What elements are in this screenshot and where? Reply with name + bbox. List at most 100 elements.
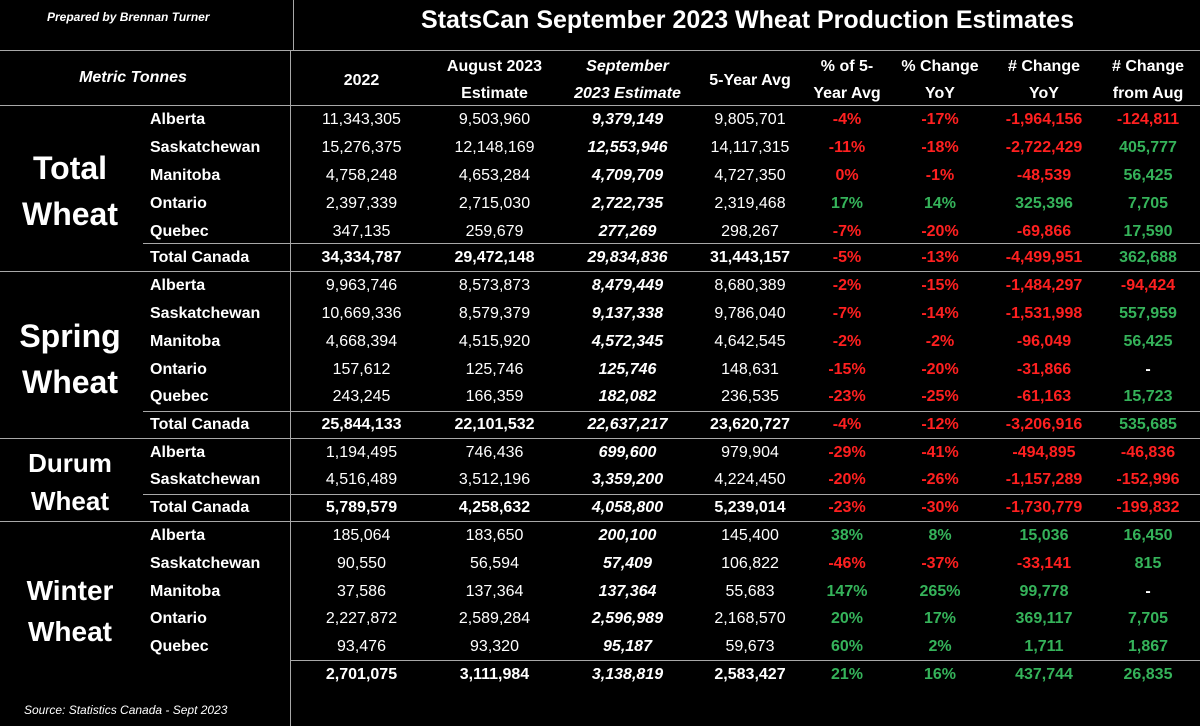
value-cell: 2,701,075 [325, 666, 398, 683]
value-cell: -37% [921, 555, 959, 572]
value-cell: -124,811 [1116, 111, 1180, 128]
value-cell: -13% [921, 249, 959, 266]
units-label: Metric Tonnes [79, 69, 187, 86]
province-cell: Total Canada [150, 499, 250, 516]
prepared-by: Prepared by Brennan Turner [47, 10, 210, 24]
value-cell: -494,895 [1012, 444, 1076, 461]
province-cell: Saskatchewan [150, 139, 261, 156]
table-row: Ontario 2,227,872 2,589,284 2,596,989 2,168,… [0, 605, 1200, 633]
table-row: Manitoba 37,586 137,364 137,364 55,683 147% 26… [0, 578, 1200, 606]
value-cell: 9,786,040 [714, 305, 786, 322]
value-cell: 157,612 [332, 361, 391, 378]
column-header-line: # Change [1007, 58, 1080, 75]
value-cell: -20% [921, 223, 959, 240]
value-cell: 4,058,800 [591, 499, 664, 516]
value-cell: 979,904 [721, 444, 779, 461]
value-cell: 34,334,787 [321, 249, 402, 266]
value-cell: 56,425 [1123, 167, 1173, 184]
header-bottom-divider [0, 105, 1200, 106]
value-cell: 125,746 [598, 361, 657, 378]
section-label-line: Spring [19, 317, 121, 354]
value-cell: 20% [830, 610, 864, 627]
value-cell: 29,834,836 [587, 249, 668, 266]
value-cell: -2,722,429 [1005, 139, 1083, 156]
value-cell: 93,476 [337, 638, 386, 655]
value-cell: 14,117,315 [710, 139, 790, 156]
value-cell: -1,484,297 [1005, 277, 1083, 294]
value-cell: 200,100 [598, 527, 657, 544]
value-cell: -5% [832, 249, 862, 266]
section-label-line: Winter [26, 575, 114, 607]
section-label-line: Durum [28, 448, 112, 479]
value-cell: 31,443,157 [709, 249, 791, 266]
value-cell: 11,343,305 [322, 111, 401, 128]
section-label: Durum Wheat [0, 445, 140, 521]
province-cell: Ontario [150, 361, 207, 378]
value-cell: 9,379,149 [591, 111, 664, 128]
province-cell: Manitoba [150, 583, 221, 600]
value-cell: 5,239,014 [714, 499, 786, 516]
value-cell: 298,267 [721, 223, 779, 240]
province-cell: Manitoba [150, 167, 221, 184]
value-cell: -199,832 [1116, 499, 1180, 516]
column-header-line: Estimate [461, 85, 528, 102]
value-cell: -4% [832, 111, 862, 128]
section-label-line: Total [32, 149, 108, 186]
value-cell: -1,730,779 [1005, 499, 1083, 516]
value-cell: 8,573,873 [458, 277, 531, 294]
value-cell: 137,364 [465, 583, 524, 600]
value-cell: -41% [921, 444, 959, 461]
province-cell: Total Canada [150, 416, 250, 433]
value-cell: -20% [828, 471, 866, 488]
value-cell: -2% [925, 333, 955, 350]
value-cell: 17% [830, 195, 864, 212]
value-cell: 55,683 [725, 583, 775, 600]
column-header: # Change YoY [992, 55, 1096, 105]
province-cell: Quebec [150, 388, 209, 405]
value-cell: 12,148,169 [454, 139, 535, 156]
province-cell: Quebec [150, 638, 209, 655]
province-cell: Total Canada [150, 249, 250, 266]
value-cell: 25,844,133 [321, 416, 402, 433]
table-row: Quebec 347,135 259,679 277,269 298,267 -7% -20… [0, 218, 1200, 246]
value-cell: -46,836 [1120, 444, 1176, 461]
value-cell: 17,590 [1123, 223, 1173, 240]
section-label-line: Wheat [31, 486, 109, 516]
column-header-line: from Aug [1112, 85, 1184, 102]
value-cell: 746,436 [465, 444, 524, 461]
value-cell: 12,553,946 [587, 139, 668, 156]
table-row: Saskatchewan 10,669,336 8,579,379 9,137,338… [0, 300, 1200, 328]
section-divider [0, 521, 1200, 522]
province-cell: Saskatchewan [150, 305, 261, 322]
column-header: % of 5- Year Avg [806, 55, 888, 105]
durum-wheat-divider [143, 494, 1200, 495]
province-cell: Ontario [150, 610, 207, 627]
value-cell: -20% [921, 361, 959, 378]
value-cell: -25% [921, 388, 959, 405]
column-header: September 2023 Estimate [561, 55, 694, 105]
value-cell: 437,744 [1015, 666, 1073, 683]
column-header-line: # Change [1111, 58, 1184, 75]
value-cell: -1,531,998 [1005, 305, 1083, 322]
value-cell: 4,515,920 [458, 333, 531, 350]
value-cell: 236,535 [721, 388, 779, 405]
value-cell: 166,359 [465, 388, 524, 405]
value-cell: -94,424 [1120, 277, 1176, 294]
value-cell: -15% [828, 361, 866, 378]
column-header-line: 2023 Estimate [574, 85, 681, 102]
table-row: Ontario 157,612 125,746 125,746 148,631 -15% -… [0, 356, 1200, 384]
value-cell: 95,187 [603, 638, 652, 655]
value-cell: 148,631 [721, 361, 779, 378]
province-cell: Saskatchewan [150, 555, 261, 572]
province-cell: Quebec [150, 223, 209, 240]
table-row: Alberta 11,343,305 9,503,960 9,379,149 9,805… [0, 106, 1200, 134]
value-cell: - [1145, 583, 1151, 600]
value-cell: 3,111,984 [459, 666, 530, 683]
value-cell: 4,516,489 [325, 471, 398, 488]
value-cell: 183,650 [465, 527, 524, 544]
total-row: Total Canada 5,789,579 4,258,632 4,058,800 5… [0, 494, 1200, 522]
value-cell: -4,499,951 [1005, 249, 1083, 266]
value-cell: -1% [925, 167, 955, 184]
total-row: 2,701,075 3,111,984 3,138,819 2,583,427 21% 1… [0, 661, 1200, 689]
table-row: Quebec 243,245 166,359 182,082 236,535 -23% -2… [0, 383, 1200, 411]
